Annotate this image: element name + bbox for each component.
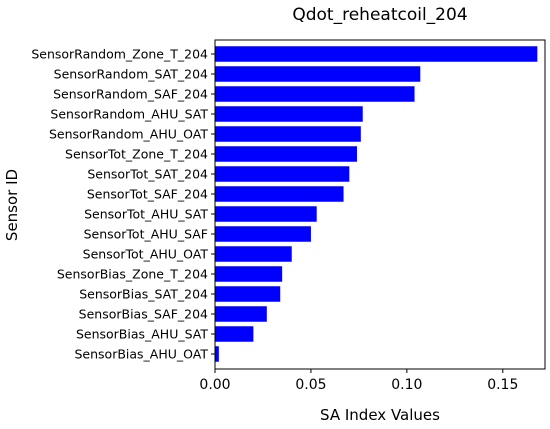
y-tick-label: SensorTot_AHU_SAT: [84, 207, 208, 222]
x-tick-label: 0.10: [391, 377, 422, 393]
x-tick-label: 0.05: [295, 377, 326, 393]
bar-SensorTot_Zone_T_204: [215, 146, 357, 162]
x-axis-label: SA Index Values: [320, 406, 440, 424]
x-tick-label: 0.15: [487, 377, 518, 393]
bar-SensorRandom_SAF_204: [215, 86, 415, 102]
y-tick-label: SensorRandom_AHU_OAT: [49, 127, 208, 142]
bar-SensorTot_AHU_SAT: [215, 206, 317, 222]
y-tick-label: SensorTot_AHU_OAT: [83, 247, 209, 262]
y-tick-label: SensorBias_SAF_204: [79, 307, 208, 322]
y-tick-label: SensorRandom_Zone_T_204: [31, 47, 208, 62]
y-axis-ticks: SensorRandom_Zone_T_204 SensorRandom_SAT_…: [31, 47, 215, 362]
y-tick-label: SensorTot_Zone_T_204: [65, 147, 208, 162]
bars-group: [215, 46, 538, 362]
y-tick-label: SensorRandom_SAT_204: [54, 67, 208, 82]
chart-title: Qdot_reheatcoil_204: [292, 5, 467, 25]
bar-SensorRandom_SAT_204: [215, 66, 421, 82]
bar-SensorBias_AHU_SAT: [215, 326, 254, 342]
y-tick-label: SensorRandom_SAF_204: [53, 87, 208, 102]
y-tick-label: SensorRandom_AHU_SAT: [50, 107, 208, 122]
y-axis-label: Sensor ID: [3, 169, 21, 241]
y-tick-label: SensorTot_AHU_SAF: [84, 227, 208, 242]
bar-SensorTot_AHU_SAF: [215, 226, 311, 242]
y-tick-label: SensorTot_SAT_204: [87, 167, 208, 182]
bar-SensorBias_SAT_204: [215, 286, 281, 302]
bar-SensorBias_SAF_204: [215, 306, 267, 322]
y-tick-label: SensorBias_SAT_204: [79, 287, 208, 302]
bar-SensorRandom_AHU_OAT: [215, 126, 361, 142]
bar-SensorTot_AHU_OAT: [215, 246, 292, 262]
bar-SensorTot_SAT_204: [215, 166, 350, 182]
x-tick-label: 0.00: [199, 377, 230, 393]
y-tick-label: SensorTot_SAF_204: [87, 187, 208, 202]
bar-SensorRandom_Zone_T_204: [215, 46, 538, 62]
y-tick-label: SensorBias_Zone_T_204: [57, 267, 208, 282]
x-axis-ticks: 0.00 0.05 0.10 0.15: [199, 369, 518, 393]
bar-SensorBias_Zone_T_204: [215, 266, 283, 282]
bar-SensorTot_SAF_204: [215, 186, 344, 202]
bar-SensorRandom_AHU_SAT: [215, 106, 363, 122]
y-tick-label: SensorBias_AHU_SAT: [76, 327, 208, 342]
y-tick-label: SensorBias_AHU_OAT: [74, 347, 208, 362]
plot-area-frame: [214, 39, 546, 370]
bar-SensorBias_AHU_OAT: [215, 346, 219, 362]
